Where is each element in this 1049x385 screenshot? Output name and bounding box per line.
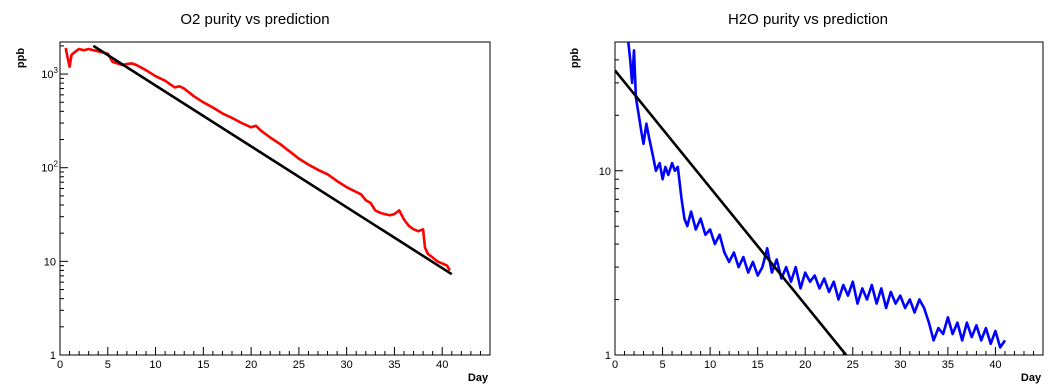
series-group — [64, 44, 453, 276]
y-tick-label: 10 — [599, 166, 611, 178]
o2-purity-chart: O2 purity vs prediction ppb Day 0 5 10 15 20… — [15, 11, 491, 384]
x-tick-label: 30 — [894, 359, 906, 371]
x-axis: 0 5 10 15 20 25 30 35 40 — [612, 347, 1034, 371]
x-tick-label: 10 — [704, 359, 716, 371]
x-tick-label: 20 — [245, 359, 257, 371]
y-tick-label: 102 — [41, 160, 58, 175]
prediction-line — [92, 44, 453, 276]
x-tick-label: 40 — [436, 359, 448, 371]
x-tick-label: 15 — [197, 359, 209, 371]
y-axis: 1 10 — [599, 41, 623, 362]
y-axis: 1 10 102 103 — [41, 45, 68, 362]
prediction-line — [615, 69, 848, 355]
chart-title: H2O purity vs prediction — [728, 11, 888, 28]
x-tick-label: 20 — [799, 359, 811, 371]
y-tick-label: 103 — [41, 66, 58, 81]
x-tick-label: 30 — [341, 359, 353, 371]
x-tick-label: 0 — [612, 359, 618, 371]
x-tick-label: 10 — [149, 359, 161, 371]
x-tick-label: 15 — [752, 359, 764, 371]
y-tick-label: 10 — [44, 256, 56, 268]
y-tick-label: 1 — [50, 350, 56, 362]
measured-series-line — [627, 42, 1007, 349]
x-tick-label: 35 — [942, 359, 954, 371]
h2o-purity-chart: H2O purity vs prediction ppb Day 0 5 10 15 2… — [569, 11, 1044, 384]
x-tick-label: 25 — [847, 359, 859, 371]
x-axis: 0 5 10 15 20 25 30 35 40 — [57, 347, 481, 371]
x-tick-label: 5 — [105, 359, 111, 371]
plot-frame — [614, 41, 1044, 356]
y-axis-label: ppb — [15, 48, 27, 68]
chart-title: O2 purity vs prediction — [180, 11, 329, 28]
y-axis-label: ppb — [569, 48, 581, 68]
x-tick-label: 40 — [989, 359, 1001, 371]
x-tick-label: 0 — [57, 359, 63, 371]
x-axis-label: Day — [468, 372, 489, 384]
series-group — [615, 42, 1007, 355]
plot-frame — [59, 41, 491, 356]
x-tick-label: 25 — [293, 359, 305, 371]
y-tick-label: 1 — [605, 350, 611, 362]
x-axis-label: Day — [1021, 372, 1042, 384]
x-tick-label: 5 — [659, 359, 665, 371]
x-tick-label: 35 — [388, 359, 400, 371]
